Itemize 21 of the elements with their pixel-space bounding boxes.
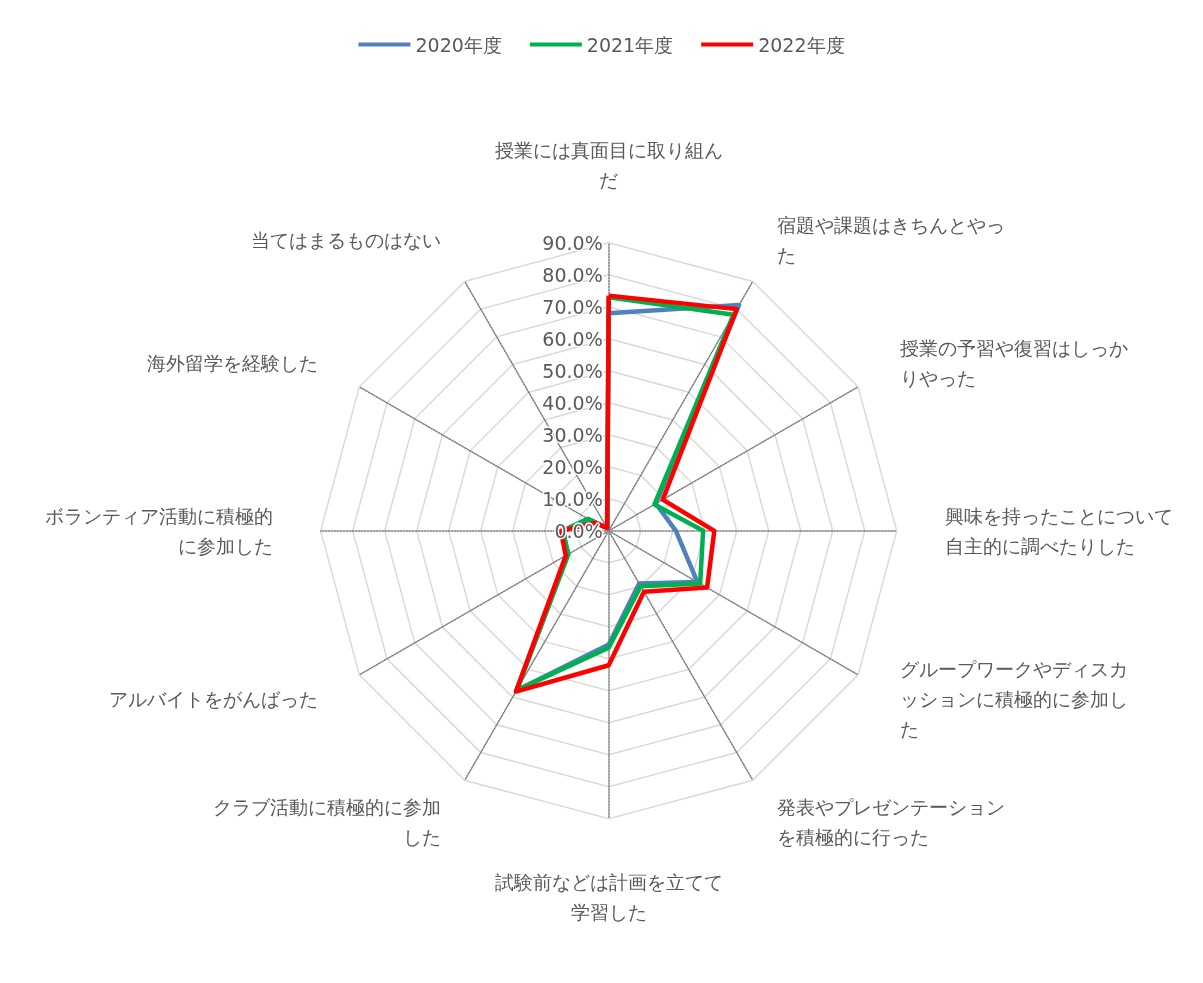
- spoke-label: グループワークやディスカッションに積極的に参加した: [899, 657, 1128, 740]
- y-tick-label: 80.0%: [542, 263, 603, 286]
- spoke-label: クラブ活動に積極的に参加した: [212, 795, 441, 848]
- y-tick-label: 60.0%: [542, 327, 603, 350]
- y-tick-label: 70.0%: [542, 295, 603, 318]
- spoke-label: 試験前などは計画を立てて学習した: [494, 870, 723, 923]
- spoke-label: 授業の予習や復習はしっかりやった: [899, 336, 1128, 389]
- spoke-label: 宿題や課題はきちんとやった: [776, 213, 1005, 266]
- legend-label: 2021年度: [586, 33, 674, 56]
- spoke-label: 興味を持ったことについて自主的に調べたりした: [944, 504, 1173, 557]
- legend-label: 2020年度: [415, 33, 502, 56]
- spoke-label: 海外留学を経験した: [146, 351, 318, 374]
- legend-label: 2022年度: [758, 33, 845, 56]
- spoke-label: 当てはまるものはない: [250, 228, 441, 251]
- y-tick-label: 90.0%: [542, 231, 603, 254]
- spoke-label: 発表やプレゼンテーションを積極的に行った: [776, 795, 1005, 848]
- y-tick-label: 50.0%: [542, 359, 603, 382]
- spoke-label: ボランティア活動に積極的に参加した: [44, 504, 273, 557]
- spoke-label: 授業には真面目に取り組んだ: [494, 138, 723, 191]
- spoke-label: アルバイトをがんばった: [108, 687, 318, 710]
- y-tick-label: 40.0%: [542, 391, 603, 414]
